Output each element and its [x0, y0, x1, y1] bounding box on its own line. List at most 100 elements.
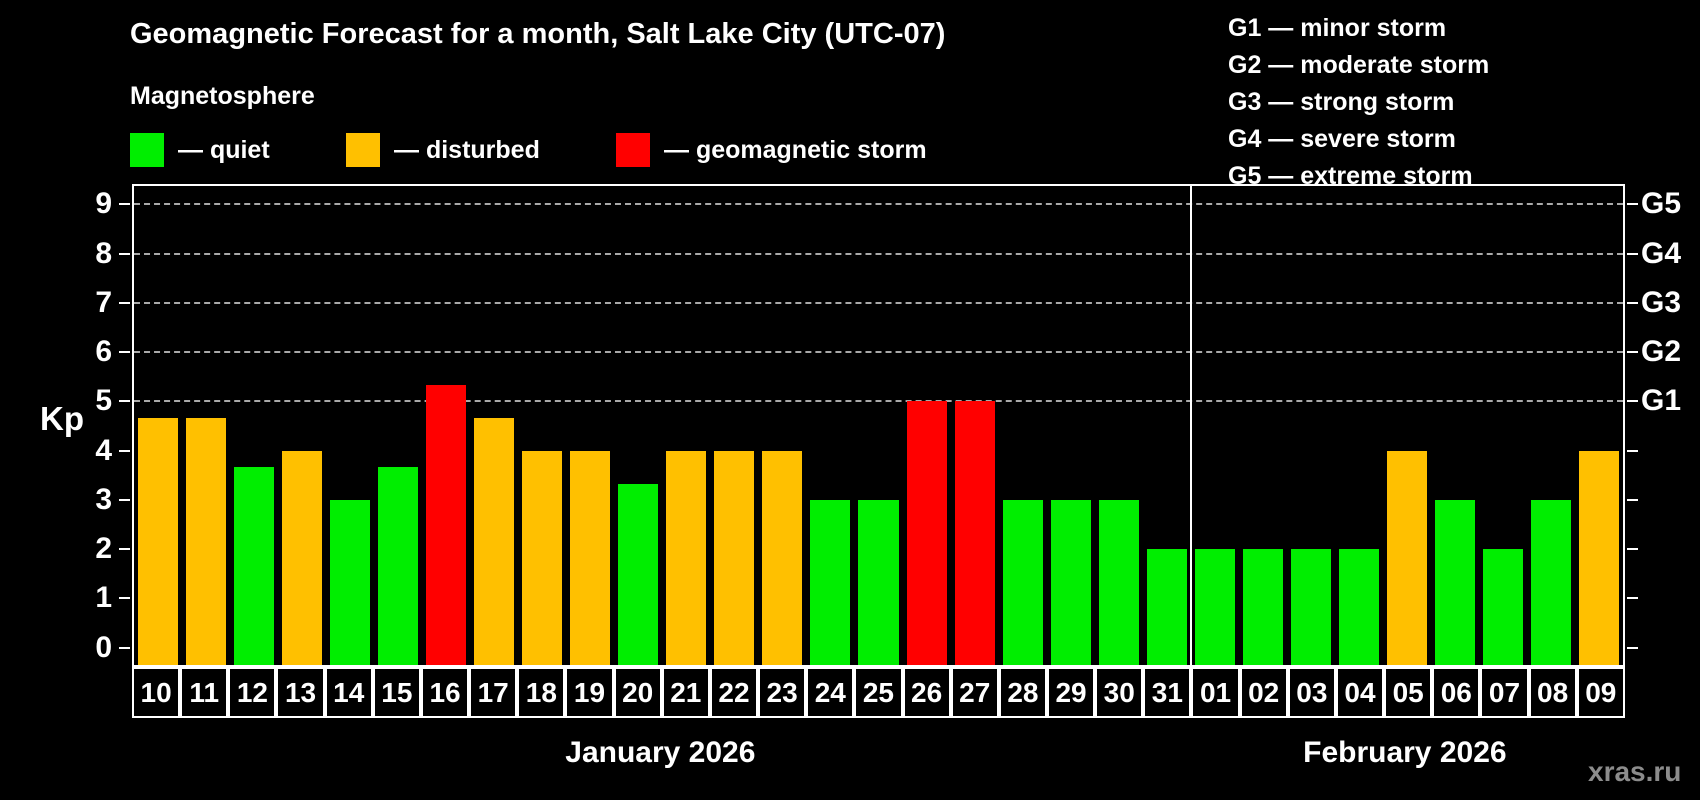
kp-bar-day-27 — [954, 401, 995, 665]
y-axis-tick — [119, 498, 130, 501]
legend-item-quiet: — quiet — [130, 132, 270, 168]
kp-bar-day-01 — [1194, 549, 1235, 665]
day-cell-16: 16 — [420, 667, 470, 718]
y-tick-label: 4 — [95, 433, 112, 467]
y-axis-tick — [119, 252, 130, 255]
kp-bar-day-02 — [1242, 549, 1283, 665]
y-tick-label: 8 — [95, 236, 112, 270]
y-axis-tick — [119, 597, 130, 600]
kp-bar-day-20 — [618, 483, 659, 665]
chart-title: Geomagnetic Forecast for a month, Salt L… — [130, 18, 946, 50]
legend-item-disturbed: — disturbed — [346, 132, 540, 168]
grid-line-g1 — [134, 400, 1623, 403]
grid-line-g2 — [134, 351, 1623, 354]
y-tick-label: 1 — [95, 581, 112, 615]
kp-bar-day-03 — [1290, 549, 1331, 665]
y-axis-tick — [119, 301, 130, 304]
day-cell-22: 22 — [709, 667, 759, 718]
day-cell-17: 17 — [469, 667, 518, 718]
g-axis-tick — [1627, 252, 1638, 255]
y-axis-title: Kp — [40, 400, 84, 437]
day-cell-11: 11 — [180, 667, 229, 718]
month-label-february: February 2026 — [1303, 736, 1507, 769]
kp-bar-day-15 — [378, 466, 419, 665]
kp-bar-day-31 — [1146, 549, 1187, 665]
kp-bar-day-25 — [858, 499, 899, 665]
g-legend-line-g4: G4 — severe storm — [1228, 125, 1456, 153]
kp-bar-day-05 — [1386, 450, 1427, 665]
g-legend-line-g2: G2 — moderate storm — [1228, 51, 1490, 79]
g-scale-label-g4: G4 — [1641, 236, 1682, 270]
y-axis-tick — [119, 646, 130, 649]
day-axis-row: 10 11 12 13 14 15 16 17 18 19 20 21 22 23 24 25 26 27 28 29… — [132, 667, 1625, 718]
g-legend-line-g1: G1 — minor storm — [1228, 14, 1447, 42]
kp-bar-day-09 — [1578, 450, 1619, 665]
day-cell-18: 18 — [517, 667, 566, 718]
g-legend-line-g3: G3 — strong storm — [1228, 88, 1455, 116]
day-cell-13: 13 — [276, 667, 325, 718]
storm-color-swatch — [616, 133, 650, 167]
day-cell-15: 15 — [372, 667, 421, 718]
g-axis-tick — [1627, 498, 1638, 501]
month-label-january: January 2026 — [565, 736, 756, 769]
kp-bar-day-26 — [906, 401, 947, 665]
g-axis-tick — [1627, 548, 1638, 551]
g-axis-tick — [1627, 301, 1638, 304]
day-cell-12: 12 — [228, 667, 277, 718]
y-tick-label: 2 — [95, 532, 112, 566]
plot-canvas: 0 1 2 3 4 5 6 7 8 9 G5 G4 G3 G2 G1 — [95, 186, 1681, 665]
kp-bar-day-22 — [714, 450, 755, 665]
y-tick-label: 9 — [95, 187, 112, 221]
legend-label-quiet: — quiet — [178, 135, 270, 164]
quiet-color-swatch — [130, 133, 164, 167]
g-scale-label-g1: G1 — [1641, 384, 1682, 418]
day-cell-30: 30 — [1095, 667, 1144, 718]
grid-line-g3 — [134, 301, 1623, 304]
g-axis-tick — [1627, 400, 1638, 403]
kp-bar-day-17 — [474, 417, 515, 665]
y-tick-label: 0 — [95, 630, 112, 664]
g-axis-tick — [1627, 646, 1638, 649]
day-cell-24: 24 — [806, 667, 855, 718]
kp-bar-day-16 — [426, 385, 467, 665]
kp-bar-day-08 — [1530, 499, 1571, 665]
plot-area: 0 1 2 3 4 5 6 7 8 9 G5 G4 G3 G2 G1 — [95, 184, 1681, 667]
day-cell-05: 05 — [1384, 667, 1433, 718]
g-scale-legend: G1 — minor storm G2 — moderate storm G3 … — [1228, 10, 1489, 195]
kp-bar-day-18 — [522, 450, 563, 665]
g-scale-label-g2: G2 — [1641, 335, 1682, 369]
kp-bar-day-04 — [1338, 549, 1379, 665]
y-axis-tick — [119, 203, 130, 206]
g-scale-label-g3: G3 — [1641, 285, 1682, 319]
kp-bar-day-24 — [810, 499, 851, 665]
day-cell-19: 19 — [565, 667, 614, 718]
day-cell-10: 10 — [132, 667, 181, 718]
day-cell-04: 04 — [1335, 667, 1385, 718]
grid-line-g4 — [134, 252, 1623, 255]
month-divider — [1189, 186, 1192, 665]
g-scale-label-g5: G5 — [1641, 187, 1682, 221]
kp-bar-day-23 — [762, 450, 803, 665]
kp-bar-day-10 — [138, 417, 179, 665]
kp-bar-day-19 — [570, 450, 611, 665]
kp-bar-day-21 — [666, 450, 707, 665]
kp-bar-day-11 — [186, 417, 227, 665]
day-cell-07: 07 — [1480, 667, 1529, 718]
day-cell-08: 08 — [1528, 667, 1577, 718]
g-axis-tick — [1627, 203, 1638, 206]
legend-label-disturbed: — disturbed — [394, 135, 540, 164]
day-cell-20: 20 — [613, 667, 662, 718]
y-axis-tick — [119, 449, 130, 452]
day-cell-06: 06 — [1432, 667, 1481, 718]
kp-bar-day-06 — [1434, 499, 1475, 665]
day-cell-21: 21 — [661, 667, 710, 718]
y-tick-label: 7 — [95, 285, 112, 319]
day-cell-09: 09 — [1576, 667, 1625, 718]
day-cell-14: 14 — [324, 667, 373, 718]
kp-bar-day-29 — [1050, 499, 1091, 665]
chart-subtitle: Magnetosphere — [130, 82, 315, 110]
g-axis-tick — [1627, 449, 1638, 452]
kp-bar-day-30 — [1098, 499, 1139, 665]
kp-bar-day-07 — [1482, 549, 1523, 665]
